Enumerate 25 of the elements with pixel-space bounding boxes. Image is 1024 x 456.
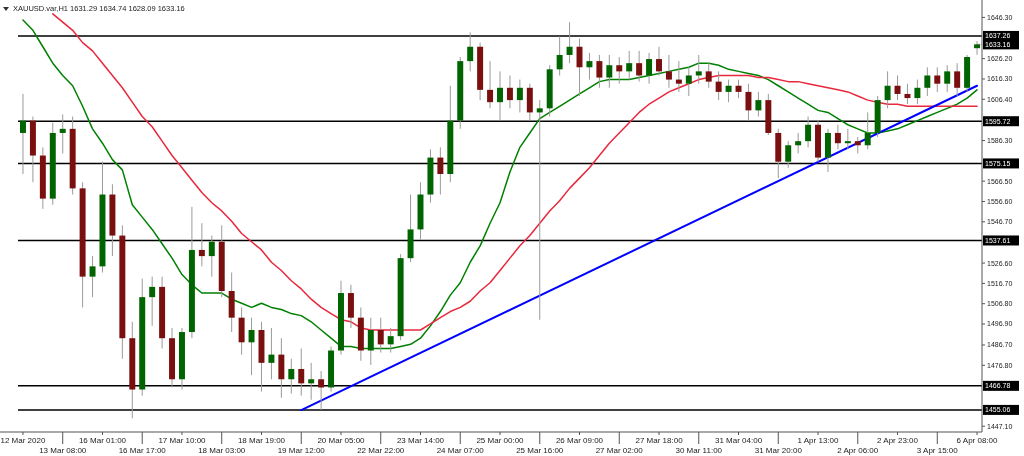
- x-tick-label: 22 Mar 22:00: [357, 446, 405, 455]
- x-tick-label: 13 Mar 08:00: [39, 446, 87, 455]
- x-tick-label: 2 Apr 06:00: [837, 446, 879, 455]
- x-tick-label: 24 Mar 07:00: [436, 446, 485, 455]
- x-tick-label: 18 Mar 03:00: [198, 446, 246, 455]
- x-tick-label: 19 Mar 12:00: [277, 446, 326, 455]
- x-tick-label: 18 Mar 19:00: [237, 436, 286, 445]
- x-tick-label: 20 Mar 05:00: [317, 436, 366, 445]
- x-tick-label: 26 Mar 09:00: [555, 436, 604, 445]
- x-tick-label: 1 Apr 13:00: [797, 436, 840, 445]
- x-tick-label: 6 Apr 08:00: [956, 436, 999, 445]
- x-tick-label: 16 Mar 17:00: [118, 446, 167, 455]
- x-tick-label: 3 Apr 15:00: [916, 446, 959, 455]
- x-tick-label: 2 Apr 23:00: [877, 436, 919, 445]
- x-tick-label: 25 Mar 16:00: [516, 446, 564, 455]
- x-tick-label: 30 Mar 11:00: [675, 446, 723, 455]
- x-tick-label: 27 Mar 02:00: [595, 446, 644, 455]
- x-tick-label: 17 Mar 10:00: [158, 436, 207, 445]
- x-tick-label: 25 Mar 00:00: [476, 436, 525, 445]
- x-tick-label: 12 Mar 2020: [0, 436, 46, 445]
- x-tick-label: 16 Mar 01:00: [78, 436, 127, 445]
- x-tick-label: 23 Mar 14:00: [396, 436, 445, 445]
- x-tick-label: 31 Mar 20:00: [754, 446, 803, 455]
- x-tick-label: 27 Mar 18:00: [635, 436, 684, 445]
- x-tick-label: 31 Mar 04:00: [714, 436, 763, 445]
